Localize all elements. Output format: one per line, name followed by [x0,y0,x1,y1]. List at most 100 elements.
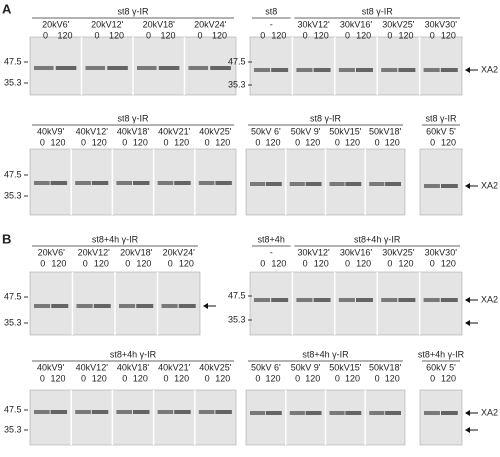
time-label: 120 [94,258,109,268]
band [157,410,174,414]
blot [419,148,463,216]
time-label: 120 [51,258,66,268]
time-label: 120 [174,373,189,383]
protein-label: XA2 [481,64,498,74]
time-label: 120 [109,30,124,40]
time-label: 0 [345,30,350,40]
lane-label: 40kV12' [76,362,109,372]
band [50,410,68,414]
time-label: 0 [295,137,300,147]
group-header: st8 [265,6,277,16]
time-label: 120 [51,373,66,383]
lane-label: 40kV18' [117,362,150,372]
time-label: 0 [205,137,210,147]
band [369,182,385,186]
lane-label: 30kV16' [340,19,373,29]
band [34,66,54,70]
band [116,181,133,185]
lane-label: 50kV 9' [291,362,321,372]
lane-label: 20kV6' [38,247,66,257]
time-label: 0 [375,373,380,383]
band [161,304,178,308]
band [254,298,271,302]
time-label: 0 [163,373,168,383]
time-label: 0 [335,373,340,383]
band [76,304,93,308]
time-label: 120 [441,137,456,147]
group-header: st8 γ-IR [362,6,394,16]
band [424,411,440,415]
band [133,181,150,185]
protein-label: XA2 [481,407,498,417]
time-label: 0 [94,30,99,40]
lane-label: 60kV 5' [426,362,456,372]
band [91,181,109,185]
band [50,181,68,185]
band [178,304,196,308]
arrow-head [465,183,470,189]
band [265,411,282,415]
band [198,410,215,414]
time-label: 0 [83,258,88,268]
band [34,304,51,308]
lane-label: 30kV16' [340,247,373,257]
lane-label: 40kV12' [76,126,109,136]
time-label: 0 [40,373,45,383]
band [116,410,133,414]
size-marker: 35.3 [228,79,246,89]
band [51,304,69,308]
band [356,298,373,302]
time-label: 0 [205,373,210,383]
time-label: 0 [122,373,127,383]
time-label: 120 [215,373,230,383]
time-label: 0 [295,373,300,383]
lane-label: 50kV18' [369,126,402,136]
lane-label: 30kV25' [382,247,415,257]
band [296,298,313,302]
time-label: 0 [260,258,265,268]
band [440,68,458,72]
band [210,66,231,70]
band [107,66,128,70]
lane-label: 50kV18' [369,362,402,372]
arrow-head [465,297,470,303]
time-label: 0 [430,373,435,383]
band [250,411,266,415]
band [254,68,271,72]
band [423,298,440,302]
time-label: 120 [356,30,371,40]
time-label: 120 [92,373,107,383]
lane-label: 50kV 6' [251,126,281,136]
band [345,411,362,415]
lane-label: 30kV25' [382,19,415,29]
group-header: st8 γ-IR [117,6,149,16]
arrow-head [465,320,470,326]
blot [29,389,237,446]
time-label: 120 [174,137,189,147]
size-marker: 47.5 [4,404,22,414]
lane-label: 40kV9' [37,126,65,136]
time-label: 0 [303,30,308,40]
size-marker: 47.5 [4,291,22,301]
band [313,68,331,72]
band [440,298,458,302]
lane-label: 30kV30' [425,19,458,29]
band [369,411,385,415]
blot [249,36,463,96]
band [441,184,458,188]
band [296,68,313,72]
time-label: 120 [58,30,73,40]
band [91,410,109,414]
band [34,410,50,414]
lane-label: 40kV21' [158,362,191,372]
time-label: 120 [266,373,281,383]
lane-label: 40kV9' [37,362,65,372]
band [423,68,440,72]
time-label: 120 [271,258,286,268]
group-header: st8 γ-IR [310,113,342,123]
group-header: st8+4h γ-IR [354,234,401,244]
band [198,181,215,185]
band [157,181,174,185]
band [305,182,322,186]
band [289,411,305,415]
